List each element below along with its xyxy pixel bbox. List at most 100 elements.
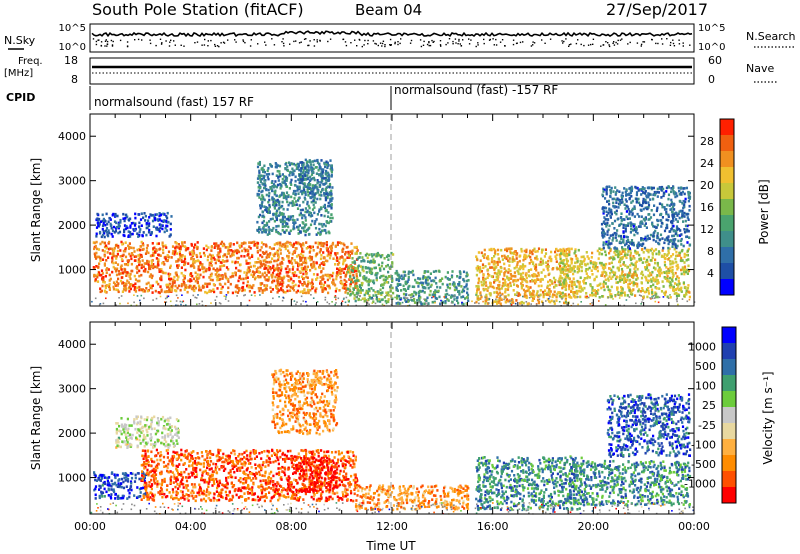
heatmap-cell (592, 265, 595, 269)
heatmap-cell (259, 261, 262, 264)
heatmap-cell (626, 275, 629, 279)
heatmap-cell (197, 267, 200, 271)
heatmap-cell (268, 228, 271, 232)
heatmap-cell (519, 277, 522, 281)
heatmap-cell (496, 295, 499, 299)
heatmap-cell (680, 233, 683, 236)
heatmap-cell (316, 197, 319, 201)
heatmap-cell (605, 210, 608, 214)
heatmap-cell (327, 211, 330, 214)
heatmap-cell (402, 288, 405, 291)
heatmap-cell (236, 249, 239, 253)
heatmap-cell (371, 255, 374, 258)
heatmap-cell (425, 278, 428, 282)
heatmap-cell (444, 296, 448, 299)
heatmap-cell (638, 253, 641, 257)
heatmap-cell (312, 199, 315, 202)
heatmap-cell (482, 278, 485, 281)
heatmap-cell (226, 252, 229, 255)
heatmap-cell (158, 218, 161, 221)
heatmap-cell (146, 244, 149, 247)
heatmap-cell (184, 285, 187, 289)
heatmap-cell (274, 162, 277, 165)
heatmap-cell (376, 299, 379, 303)
nsearch-dot (295, 40, 297, 42)
heatmap-cell (672, 213, 675, 216)
heatmap-cell (324, 196, 327, 199)
heatmap-cell (106, 233, 109, 237)
heatmap-cell (484, 277, 487, 281)
heatmap-cell (297, 241, 300, 245)
heatmap-cell (296, 289, 299, 293)
heatmap-cell (307, 186, 310, 189)
heatmap-cell (348, 269, 351, 272)
heatmap-cell (139, 228, 142, 231)
heatmap-cell (547, 259, 550, 263)
heatmap-cell (302, 277, 305, 280)
heatmap-cell (650, 280, 653, 283)
heatmap-cell (515, 253, 518, 256)
heatmap-cell (216, 244, 219, 248)
heatmap-cell (517, 270, 520, 274)
heatmap-cell (513, 266, 516, 270)
heatmap-cell (671, 265, 674, 269)
heatmap-cell (411, 285, 414, 288)
heatmap-cell (463, 279, 466, 283)
heatmap-cell (475, 255, 478, 258)
heatmap-cell (276, 263, 279, 267)
heatmap-cell (174, 251, 177, 254)
heatmap-cell (311, 208, 315, 211)
heatmap-cell (282, 196, 285, 200)
heatmap-cell (103, 264, 106, 267)
heatmap-cell (661, 249, 664, 252)
heatmap-cell (584, 263, 587, 267)
heatmap-cell (321, 171, 324, 174)
heatmap-cell (352, 273, 355, 277)
heatmap-cell (345, 246, 348, 249)
heatmap-cell (351, 269, 354, 273)
heatmap-cell (155, 280, 158, 284)
heatmap-cell (190, 244, 194, 247)
heatmap-cell (345, 263, 348, 267)
heatmap-cell (644, 266, 647, 269)
heatmap-cell (260, 177, 264, 181)
heatmap-cell (544, 274, 547, 278)
heatmap-cell (130, 246, 133, 250)
nsearch-dot (587, 44, 590, 46)
heatmap-cell (556, 249, 560, 253)
heatmap-cell (652, 283, 655, 287)
heatmap-cell (646, 186, 649, 190)
heatmap-cell (396, 271, 399, 275)
heatmap-cell (486, 276, 489, 279)
heatmap-cell (663, 260, 666, 264)
heatmap-cell (252, 275, 255, 278)
heatmap-cell (275, 194, 278, 197)
heatmap-cell (268, 231, 271, 234)
heatmap-cell (407, 275, 410, 279)
heatmap-cell (101, 277, 104, 280)
heatmap-cell (143, 262, 146, 265)
heatmap-cell (319, 233, 322, 236)
heatmap-cell (579, 290, 582, 293)
heatmap-cell (169, 264, 172, 268)
heatmap-cell (661, 237, 664, 240)
heatmap-cell (281, 215, 285, 219)
heatmap-cell (419, 277, 422, 281)
heatmap-cell (336, 252, 339, 255)
heatmap-cell (490, 260, 493, 264)
heatmap-cell (173, 252, 176, 256)
heatmap-cell (574, 248, 577, 251)
heatmap-cell (550, 280, 553, 284)
heatmap-cell (277, 273, 280, 276)
heatmap-cell (675, 291, 678, 295)
heatmap-cell (100, 235, 103, 239)
heatmap-cell (231, 252, 234, 255)
heatmap-cell (129, 272, 132, 276)
heatmap-cell (569, 280, 572, 284)
heatmap-cell (680, 193, 683, 196)
heatmap-cell (173, 275, 176, 279)
heatmap-cell (349, 277, 352, 280)
heatmap-cell (671, 278, 674, 281)
heatmap-cell (366, 280, 369, 283)
heatmap-cell (612, 204, 615, 208)
